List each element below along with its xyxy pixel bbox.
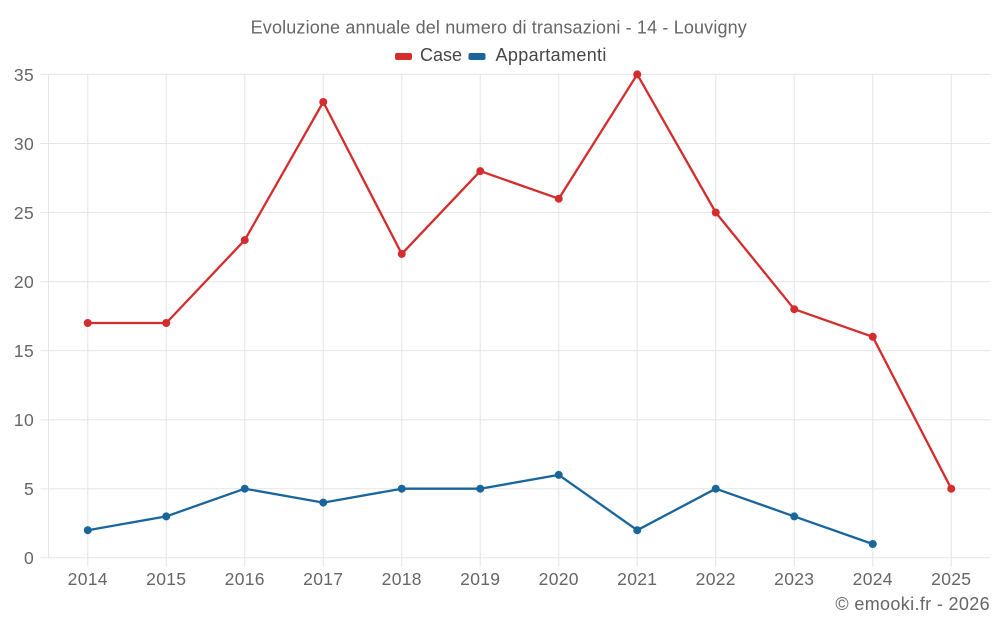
svg-text:Evoluzione annuale del numero: Evoluzione annuale del numero di transaz… xyxy=(251,17,747,37)
svg-text:2016: 2016 xyxy=(225,569,265,589)
svg-text:5: 5 xyxy=(24,479,34,499)
svg-text:2015: 2015 xyxy=(146,569,186,589)
svg-text:10: 10 xyxy=(14,410,34,430)
svg-text:30: 30 xyxy=(14,134,34,154)
svg-text:2022: 2022 xyxy=(696,569,736,589)
svg-text:2020: 2020 xyxy=(539,569,579,589)
svg-text:2018: 2018 xyxy=(382,569,422,589)
svg-text:20: 20 xyxy=(14,272,34,292)
svg-text:2021: 2021 xyxy=(617,569,657,589)
svg-text:2023: 2023 xyxy=(774,569,814,589)
svg-text:2014: 2014 xyxy=(68,569,108,589)
svg-text:0: 0 xyxy=(24,548,34,568)
svg-text:2024: 2024 xyxy=(853,569,893,589)
svg-text:15: 15 xyxy=(14,341,34,361)
svg-text:2019: 2019 xyxy=(460,569,500,589)
svg-text:35: 35 xyxy=(14,65,34,85)
svg-text:© emooki.fr - 2026: © emooki.fr - 2026 xyxy=(835,594,990,614)
svg-text:25: 25 xyxy=(14,203,34,223)
svg-text:2017: 2017 xyxy=(303,569,343,589)
svg-text:Appartamenti: Appartamenti xyxy=(496,45,607,65)
svg-text:2025: 2025 xyxy=(931,569,971,589)
svg-text:Case: Case xyxy=(420,45,462,65)
